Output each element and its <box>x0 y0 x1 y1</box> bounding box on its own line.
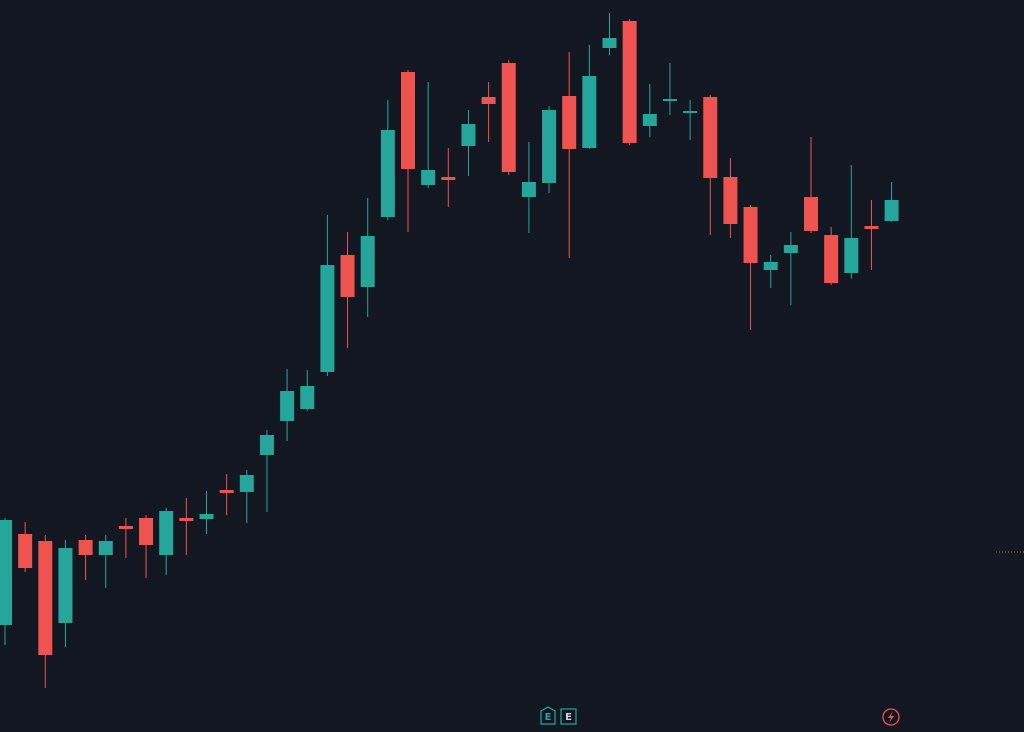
candle-body <box>441 177 456 180</box>
candle-body <box>421 170 436 185</box>
candle-body <box>804 197 818 231</box>
candle-body <box>642 114 657 126</box>
alert-bolt <box>888 711 894 723</box>
candle-body <box>622 21 637 143</box>
candle-body <box>300 386 315 409</box>
candle-body <box>360 236 375 287</box>
candle-body <box>259 435 274 455</box>
candle-body <box>139 518 154 545</box>
candle-body <box>884 200 899 221</box>
candle-body <box>78 540 93 555</box>
candle-body <box>844 238 859 273</box>
candle-body <box>58 548 73 623</box>
candle-body <box>380 130 395 217</box>
candle-body <box>662 99 677 101</box>
candle-body <box>219 490 234 493</box>
candle-body <box>521 182 536 197</box>
candle-body <box>723 177 738 224</box>
candle-body <box>0 520 12 625</box>
candle-body <box>401 72 415 169</box>
candle-body <box>542 110 557 183</box>
event-marker[interactable]: E <box>560 708 577 725</box>
candle-body <box>501 63 516 172</box>
candle-body <box>703 97 718 178</box>
candle-body <box>602 38 617 48</box>
candle-body <box>783 245 798 253</box>
alert-icon[interactable] <box>882 708 900 726</box>
candle-body <box>340 255 355 297</box>
event-marker[interactable]: E <box>540 706 556 725</box>
candle-body <box>582 76 597 148</box>
alert-circle <box>882 708 900 726</box>
candle-body <box>562 96 577 149</box>
candle-body <box>481 97 496 104</box>
candle-body <box>320 265 335 372</box>
marker-label: E <box>565 712 572 723</box>
candle-body <box>763 262 778 270</box>
marker-label: E <box>545 712 552 723</box>
candle-body <box>683 111 698 113</box>
candle-body <box>824 235 839 283</box>
candle-body <box>98 541 113 555</box>
candle-body <box>864 226 879 229</box>
candle-body <box>18 534 33 568</box>
marker-shape <box>560 708 577 725</box>
candle-body <box>461 124 476 146</box>
candle-body <box>179 518 194 521</box>
candle-body <box>239 475 254 492</box>
candle-body <box>118 526 133 529</box>
candle-body <box>199 514 214 519</box>
marker-shape <box>540 706 556 725</box>
candle-body <box>743 207 758 263</box>
candle-body <box>38 541 53 655</box>
candle-body <box>159 511 174 555</box>
candle-body <box>280 391 295 421</box>
